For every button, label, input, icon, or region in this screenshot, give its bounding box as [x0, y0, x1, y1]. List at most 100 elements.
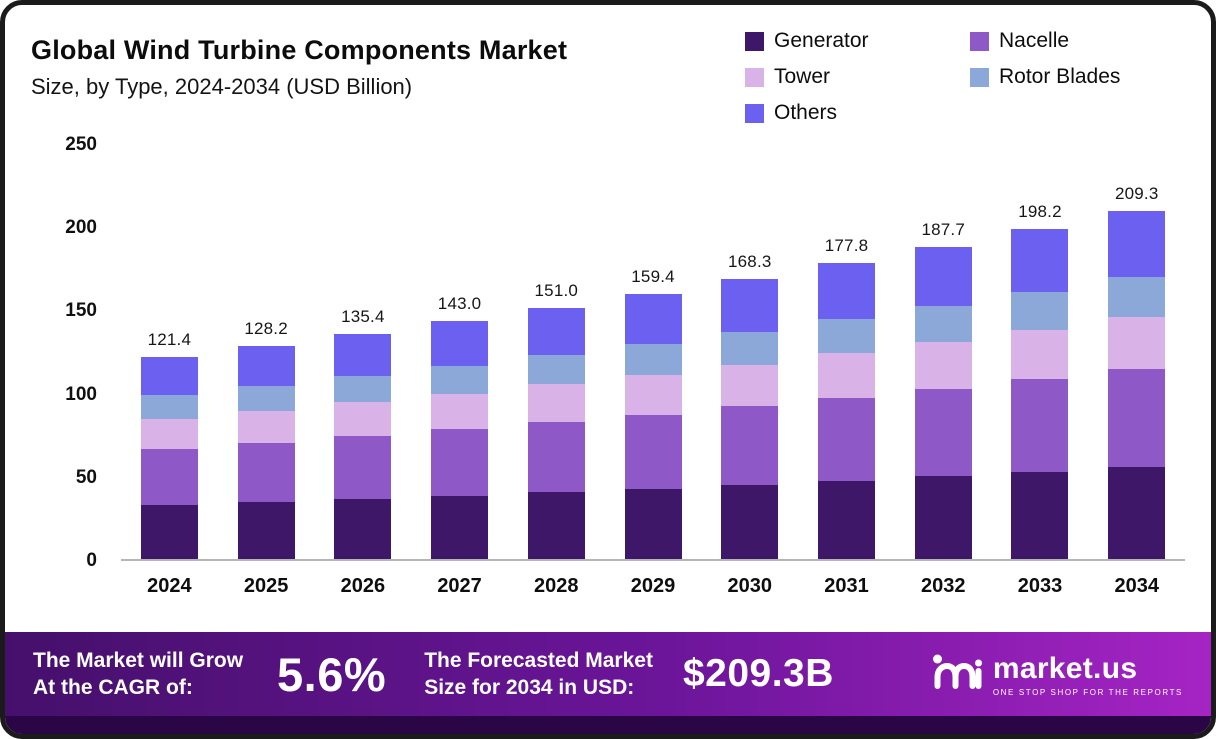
bar-group-2033: 198.2: [992, 202, 1089, 559]
bar-segment-generator-2032: [914, 476, 972, 559]
bar-segment-rotor-blades-2027: [431, 366, 489, 394]
bar-group-2028: 151.0: [508, 281, 605, 559]
legend-label-others: Others: [774, 101, 838, 124]
bar-segment-rotor-blades-2032: [914, 306, 972, 342]
legend-swatch-rotor-blades: [970, 67, 989, 87]
bar-segment-nacelle-2030: [721, 406, 779, 485]
bar-group-2031: 177.8: [798, 236, 895, 559]
bar-group-2024: 121.4: [121, 330, 218, 559]
x-tick-label-2032: 2032: [920, 575, 966, 597]
header-row: Global Wind Turbine Components Market Si…: [31, 25, 1185, 143]
y-tick-label-100: 100: [65, 383, 97, 405]
bar-segment-nacelle-2032: [914, 388, 972, 477]
legend-item-tower: Tower: [745, 65, 960, 89]
legend-item-generator: Generator: [745, 29, 960, 53]
bar-segment-rotor-blades-2024: [140, 395, 198, 419]
bar-group-2025: 128.2: [218, 319, 315, 559]
brand-name: market.us: [992, 651, 1138, 685]
legend-label-tower: Tower: [774, 65, 831, 88]
market-us-logo-icon: [931, 650, 983, 699]
chart-area: 0 50 100 150 200 250 121.4 128.2 135.4 143.0 151.…: [31, 134, 1185, 598]
x-tick-label-2030: 2030: [727, 575, 773, 597]
bar-group-2029: 159.4: [605, 267, 702, 559]
bar-stack-2031: [818, 263, 875, 559]
bar-segment-nacelle-2029: [624, 414, 682, 489]
bar-segment-generator-2026: [334, 499, 392, 559]
y-tick-label-150: 150: [65, 300, 97, 322]
cagr-label: The Market will Grow At the CAGR of:: [33, 647, 243, 702]
bar-segment-others-2027: [431, 320, 489, 367]
y-tick-label-200: 200: [65, 217, 97, 239]
bar-segment-others-2028: [527, 307, 585, 356]
forecast-label-line2: Size for 2034 in USD:: [424, 676, 635, 699]
bar-segment-generator-2030: [721, 484, 779, 559]
bar-segment-tower-2032: [914, 341, 972, 389]
bar-segment-tower-2026: [334, 402, 392, 437]
bar-segment-tower-2025: [237, 410, 295, 443]
x-tick-label-2026: 2026: [340, 575, 386, 597]
bar-segment-generator-2034: [1108, 466, 1166, 559]
cagr-label-line1: The Market will Grow: [33, 648, 244, 672]
bar-segment-rotor-blades-2029: [624, 344, 682, 375]
bar-segment-tower-2028: [527, 384, 585, 423]
plot-wrap: 121.4 128.2 135.4 143.0 151.0 159.4 168.3 177.8…: [121, 145, 1185, 598]
bar-segment-nacelle-2027: [431, 429, 489, 496]
bar-segment-tower-2031: [818, 353, 875, 398]
bar-segment-generator-2027: [431, 495, 489, 559]
bar-segment-rotor-blades-2033: [1011, 291, 1069, 330]
bar-stack-2028: [527, 307, 585, 559]
bar-segment-nacelle-2028: [527, 422, 585, 493]
chart-subtitle: Size, by Type, 2024-2034 (USD Billion): [31, 74, 413, 99]
x-axis: 2024 2025 2026 2027 2028 2029 2030 2031 2032 2033…: [121, 575, 1185, 598]
bar-total-label-2030: 168.3: [728, 252, 772, 272]
bar-segment-nacelle-2024: [140, 448, 198, 506]
x-tick-label-2028: 2028: [534, 575, 579, 597]
chart-title: Global Wind Turbine Components Market: [31, 35, 568, 65]
legend: Generator Nacelle Tower Rotor Blades Others: [745, 25, 1185, 125]
bar-stack-2025: [237, 345, 295, 559]
cagr-label-line2: At the CAGR of:: [33, 676, 193, 699]
bar-segment-generator-2024: [140, 505, 198, 559]
bar-total-label-2024: 121.4: [147, 329, 192, 349]
bar-stack-2030: [721, 279, 779, 559]
x-tick-label-2033: 2033: [1017, 575, 1063, 597]
bar-total-label-2034: 209.3: [1114, 183, 1159, 203]
legend-swatch-others: [745, 103, 764, 123]
chart-card: Global Wind Turbine Components Market Si…: [5, 5, 1211, 618]
x-tick-label-2027: 2027: [437, 575, 482, 597]
x-tick-label-2034: 2034: [1114, 575, 1159, 597]
bar-stack-2029: [624, 293, 682, 559]
bar-total-label-2031: 177.8: [824, 236, 869, 256]
bar-segment-generator-2031: [818, 480, 875, 559]
brand-tagline: ONE STOP SHOP FOR THE REPORTS: [992, 687, 1183, 697]
legend-label-generator: Generator: [774, 29, 869, 52]
bar-segment-rotor-blades-2025: [237, 386, 295, 411]
forecast-label: The Forecasted Market Size for 2034 in U…: [424, 647, 653, 702]
bar-total-label-2025: 128.2: [244, 318, 288, 338]
bar-segment-tower-2030: [721, 364, 779, 407]
bar-segment-others-2029: [624, 293, 682, 345]
legend-label-nacelle: Nacelle: [999, 29, 1070, 52]
bar-segment-generator-2029: [624, 488, 682, 559]
bar-segment-others-2024: [140, 356, 198, 396]
bar-segment-tower-2029: [624, 374, 682, 415]
bar-stack-2033: [1011, 229, 1069, 559]
bar-segment-nacelle-2034: [1108, 369, 1166, 467]
bar-segment-rotor-blades-2026: [334, 376, 392, 403]
bar-segment-others-2033: [1011, 229, 1069, 292]
bar-total-label-2026: 135.4: [341, 306, 385, 326]
bar-total-label-2028: 151.0: [534, 280, 579, 300]
bar-segment-nacelle-2026: [334, 436, 392, 500]
bar-segment-rotor-blades-2034: [1108, 277, 1166, 318]
cagr-value: 5.6%: [277, 647, 387, 701]
bar-segment-nacelle-2031: [818, 397, 875, 481]
bar-segment-generator-2028: [527, 492, 585, 559]
x-tick-label-2024: 2024: [147, 575, 192, 597]
bar-segment-tower-2034: [1108, 317, 1166, 370]
bar-segment-rotor-blades-2031: [818, 319, 875, 354]
forecast-label-line1: The Forecasted Market: [424, 648, 653, 672]
bar-stack-2034: [1108, 210, 1166, 559]
legend-label-rotor-blades: Rotor Blades: [999, 65, 1121, 88]
bar-group-2034: 209.3: [1088, 184, 1185, 559]
legend-swatch-generator: [745, 31, 764, 51]
